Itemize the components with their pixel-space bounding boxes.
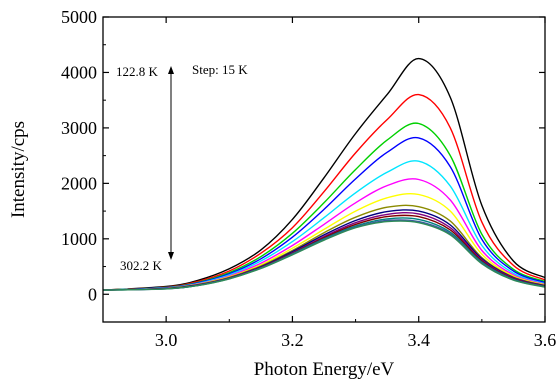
y-axis-title: Intensity/cps bbox=[8, 121, 29, 218]
x-tick-label: 3.2 bbox=[281, 330, 304, 350]
y-tick-label: 1000 bbox=[61, 229, 97, 249]
ticks-layer: 3.0 3.2 3.4 3.6 0 1000 2000 3000 4000 5000 bbox=[61, 7, 556, 350]
series-line-5 bbox=[102, 160, 546, 291]
y-tick-label: 5000 bbox=[61, 7, 97, 27]
x-tick-label: 3.4 bbox=[407, 330, 430, 350]
y-tick-label: 2000 bbox=[61, 173, 97, 193]
temperature-arrow bbox=[168, 66, 174, 260]
annotation-bottom-temperature: 302.2 K bbox=[120, 258, 163, 273]
series-line-2 bbox=[102, 93, 546, 291]
plot-frame bbox=[102, 16, 546, 323]
y-tick-label: 4000 bbox=[61, 62, 97, 82]
series-line-14 bbox=[102, 220, 546, 291]
annotation-step: Step: 15 K bbox=[192, 62, 248, 77]
x-tick-label: 3.0 bbox=[155, 330, 178, 350]
y-tick-label: 3000 bbox=[61, 118, 97, 138]
series-line-3 bbox=[102, 122, 546, 291]
annotation-top-temperature: 122.8 K bbox=[116, 64, 159, 79]
series-layer bbox=[102, 57, 546, 291]
series-line-1 bbox=[102, 57, 546, 291]
x-tick-label: 3.6 bbox=[534, 330, 557, 350]
y-tick-label: 0 bbox=[88, 284, 97, 304]
x-axis-title: Photon Energy/eV bbox=[254, 359, 395, 380]
